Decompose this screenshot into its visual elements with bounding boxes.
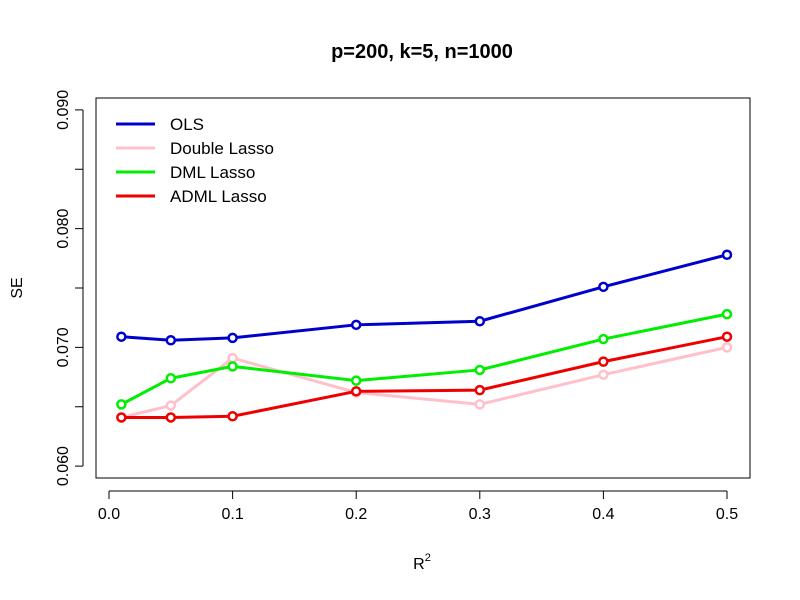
chart-title: p=200, k=5, n=1000 [331, 41, 513, 63]
data-point-ols [165, 335, 177, 346]
data-point-dml-lasso [721, 308, 733, 320]
legend-label: DML Lasso [170, 163, 255, 182]
data-point-double-lasso [165, 400, 177, 411]
data-point-double-lasso [227, 352, 238, 364]
data-point-adml-lasso [165, 412, 177, 423]
x-axis-label: R2 [413, 552, 431, 573]
legend-label: Double Lasso [170, 139, 274, 158]
series-line-ols [121, 253, 728, 342]
x-tick-label: 0.3 [469, 506, 491, 523]
data-point-dml-lasso [598, 333, 609, 345]
x-tick-label: 0.2 [345, 506, 367, 523]
legend-item-dml-lasso: DML Lasso [116, 163, 255, 182]
legend-label: OLS [170, 115, 204, 134]
y-tick-label: 0.070 [55, 327, 72, 367]
data-point-ols [474, 316, 486, 327]
legend-item-adml-lasso: ADML Lasso [116, 187, 267, 206]
legend: OLS Double Lasso DML Lasso ADML Lasso [116, 115, 274, 206]
data-point-adml-lasso [474, 384, 486, 396]
series-line-double-lasso [121, 345, 728, 419]
series-layer [116, 249, 733, 423]
data-point-adml-lasso [598, 356, 609, 367]
series-dml-lasso [116, 308, 733, 410]
data-point-adml-lasso [116, 412, 127, 423]
data-point-double-lasso [721, 342, 733, 353]
data-point-ols [721, 249, 733, 260]
data-point-double-lasso [598, 369, 609, 380]
data-point-adml-lasso [350, 386, 362, 397]
legend-label: ADML Lasso [170, 187, 267, 206]
series-line-adml-lasso [121, 335, 728, 419]
data-point-ols [350, 319, 362, 331]
data-point-ols [116, 331, 127, 342]
data-point-dml-lasso [227, 361, 238, 372]
legend-item-double-lasso: Double Lasso [116, 139, 274, 158]
data-point-ols [227, 332, 238, 344]
plot-frame [95, 97, 751, 479]
x-axis-label-base: R [413, 556, 425, 573]
data-point-dml-lasso [116, 399, 127, 410]
x-axis: 0.0 0.1 0.2 0.3 0.4 0.5 [98, 490, 738, 523]
legend-item-ols: OLS [116, 115, 204, 134]
y-tick-label: 0.090 [55, 90, 72, 130]
series-adml-lasso [116, 331, 733, 423]
y-tick-label: 0.080 [55, 209, 72, 249]
series-ols [116, 249, 733, 346]
x-tick-label: 0.0 [98, 506, 120, 523]
data-point-double-lasso [474, 399, 486, 410]
data-point-dml-lasso [350, 375, 362, 386]
y-axis-label: SE [9, 277, 26, 298]
data-point-adml-lasso [721, 331, 733, 342]
data-point-dml-lasso [165, 373, 177, 384]
x-tick-label: 0.1 [221, 506, 243, 523]
data-point-dml-lasso [474, 364, 486, 376]
y-axis: 0.060 0.070 0.080 0.090 [55, 90, 84, 486]
x-axis-label-superscript: 2 [425, 552, 431, 564]
data-point-adml-lasso [227, 411, 238, 422]
data-point-ols [598, 281, 609, 293]
y-tick-label: 0.060 [55, 446, 72, 486]
x-tick-label: 0.5 [716, 506, 738, 523]
x-tick-label: 0.4 [592, 506, 614, 523]
